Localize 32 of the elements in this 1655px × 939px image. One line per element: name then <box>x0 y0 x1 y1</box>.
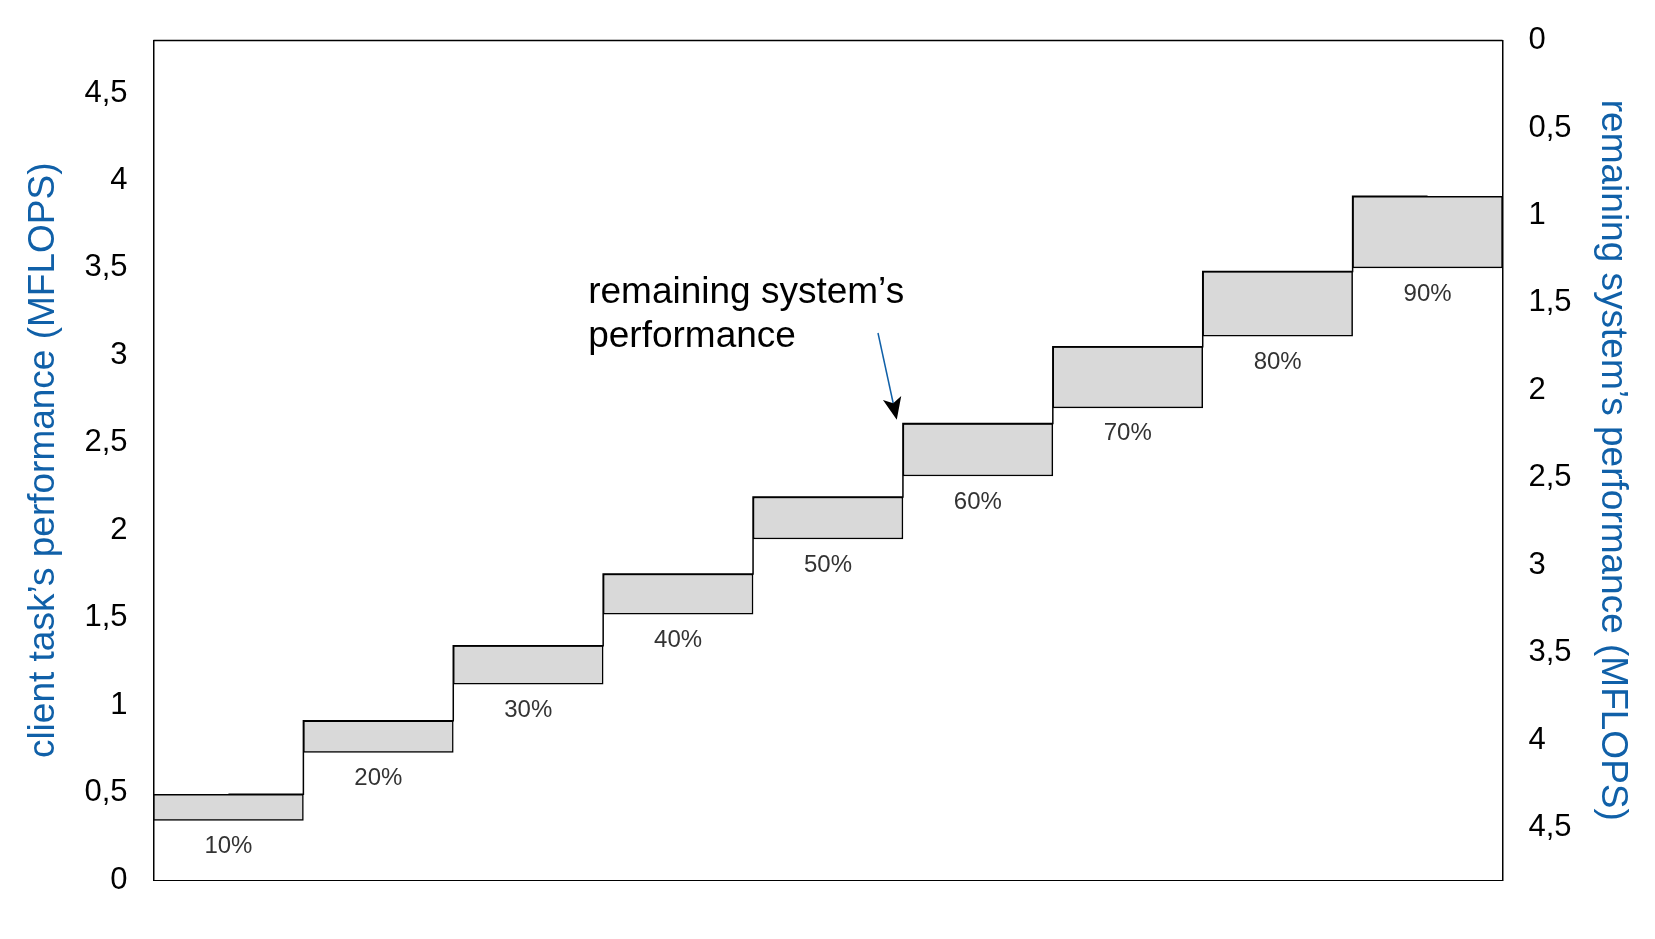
annotation: 80% <box>1253 346 1302 374</box>
y2-tick-label: 2 <box>1528 370 1546 406</box>
annotation: 60% <box>953 486 1002 514</box>
y-tick-label: 1 <box>110 685 128 721</box>
y-tick-label: 2 <box>110 510 128 546</box>
y-tick-label: 4 <box>110 161 128 197</box>
y2-tick-label: 4,5 <box>1528 808 1572 844</box>
y2-tick-label: 4 <box>1528 720 1546 756</box>
y-tick-label: 3 <box>110 335 128 371</box>
y-tick-label: 4,5 <box>84 73 128 109</box>
annotation: 10% <box>204 831 253 859</box>
y2-tick-label: 3,5 <box>1528 633 1572 669</box>
y-tick-label: 0,5 <box>84 773 128 809</box>
y2-tick-label: 1,5 <box>1528 283 1572 319</box>
annotation: remaining system’s performance <box>588 269 905 355</box>
annotation: 90% <box>1403 278 1452 306</box>
y-tick-label: 2,5 <box>84 423 128 459</box>
y2-tick-label: 3 <box>1528 545 1546 581</box>
annotation: 30% <box>504 694 553 722</box>
y-axis-title: client task’s performance (MFLOPS) <box>21 162 63 759</box>
y-tick-label: 1,5 <box>84 598 128 634</box>
y2-axis-title: remaining system’s performance (MFLOPS) <box>1593 99 1635 821</box>
y2-tick-label: 2,5 <box>1528 458 1572 494</box>
annotation: 70% <box>1103 418 1152 446</box>
y2-tick-label: 1 <box>1528 196 1546 232</box>
y2-tick-label: 0 <box>1528 21 1546 57</box>
annotation: 20% <box>354 762 403 790</box>
y-tick-label: 3,5 <box>84 248 128 284</box>
annotation: 50% <box>803 549 853 577</box>
y2-tick-label: 0,5 <box>1528 108 1572 144</box>
y-tick-label: 0 <box>110 860 128 896</box>
annotation: 40% <box>654 624 703 652</box>
